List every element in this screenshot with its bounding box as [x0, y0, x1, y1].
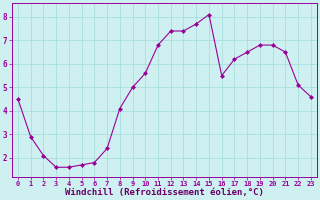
X-axis label: Windchill (Refroidissement éolien,°C): Windchill (Refroidissement éolien,°C): [65, 188, 264, 197]
